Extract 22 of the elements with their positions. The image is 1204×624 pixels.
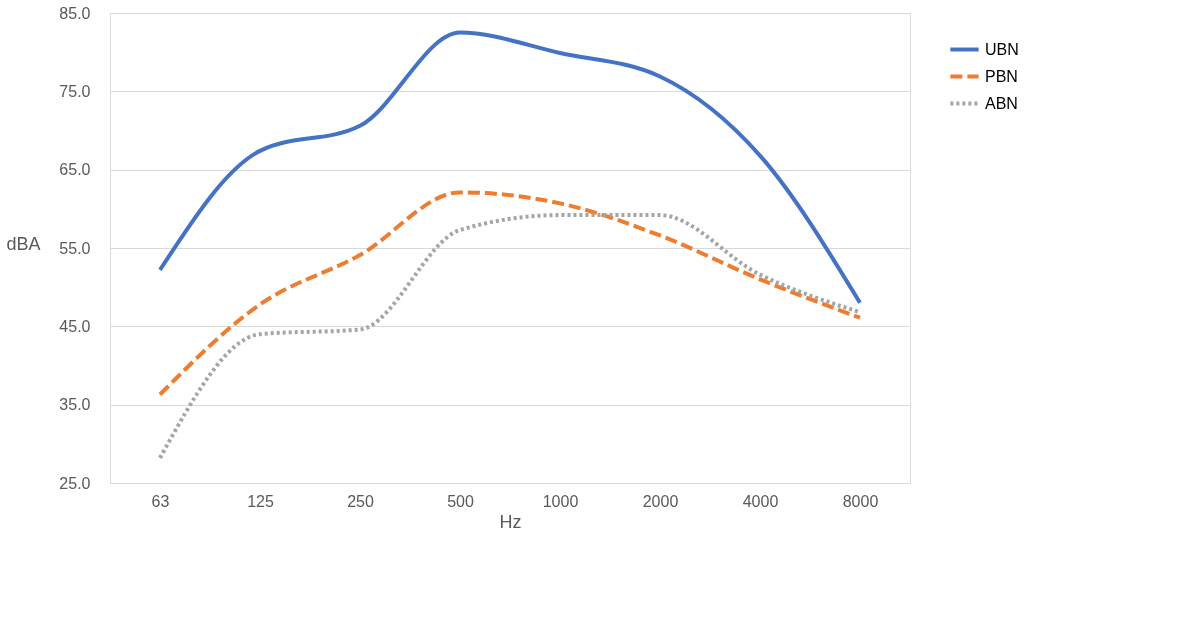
y-tick-label: 75.0 [59, 82, 91, 100]
x-tick-label: 1000 [542, 492, 579, 510]
y-tick-label: 85.0 [59, 4, 91, 22]
y-tick-label: 65.0 [59, 161, 91, 179]
x-tick-label: 8000 [842, 492, 879, 510]
y-axis-title: dBA [6, 233, 41, 254]
x-tick-label: 125 [247, 492, 274, 510]
y-tick-label: 25.0 [59, 474, 91, 492]
legend-label: ABN [985, 94, 1018, 112]
x-tick-label: 4000 [742, 492, 779, 510]
legend-label: PBN [985, 67, 1018, 85]
x-tick-label: 2000 [642, 492, 679, 510]
y-tick-label: 35.0 [59, 396, 91, 414]
line-series [158, 190, 862, 397]
y-tick-label: 45.0 [59, 317, 91, 335]
x-axis-title: Hz [499, 511, 522, 532]
line-series [158, 30, 862, 305]
legend-label: UBN [985, 40, 1019, 58]
x-tick-label: 500 [447, 492, 474, 510]
x-tick-label: 63 [151, 492, 170, 510]
y-tick-label: 55.0 [59, 239, 91, 257]
x-tick-label: 250 [347, 492, 374, 510]
